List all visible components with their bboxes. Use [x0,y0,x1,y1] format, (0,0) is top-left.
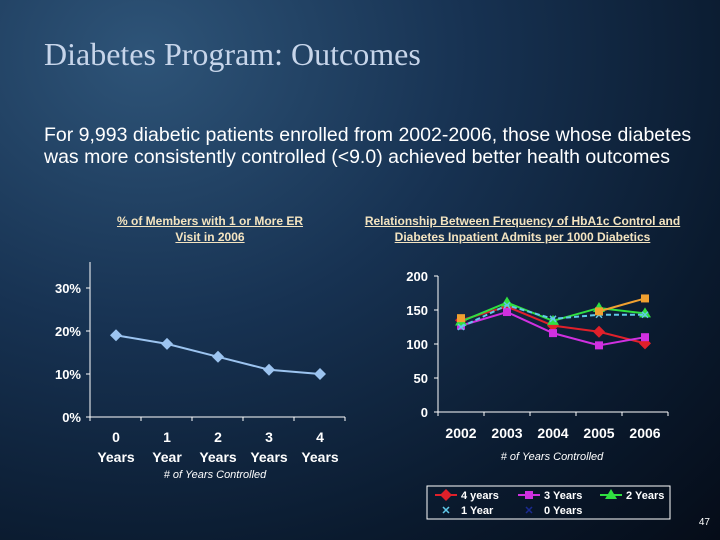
data-point-3-years [595,341,603,350]
right-x-tick-label: 2002 [445,425,476,441]
slide-title: Diabetes Program: Outcomes [44,36,421,72]
left-x-tick-label: Year [152,449,182,465]
right-x-axis-label: # of Years Controlled [501,451,604,463]
left-x-tick-label: Years [97,449,135,465]
data-point-3-years [503,308,511,317]
legend-label: 4 years [461,490,499,502]
right-x-tick-label: 2003 [491,425,522,441]
data-point-3-years [457,321,465,330]
data-point-0-years [595,307,603,316]
data-point-1-year [641,311,649,319]
left-x-axis-label: # of Years Controlled [164,469,267,481]
left-x-tick-label: 3 [265,429,273,445]
left-data-point [161,337,173,350]
series-line-0-years [598,297,646,313]
left-x-tick-label: 2 [214,429,222,445]
left-x-tick-label: Years [301,449,339,465]
left-y-tick-label: 10% [55,367,81,382]
data-point-0-years [641,294,649,303]
left-x-tick-label: 0 [112,429,120,445]
data-point-2-years [501,296,513,307]
right-y-tick-label: 200 [406,269,428,284]
left-data-point [212,350,224,363]
right-y-tick-label: 150 [406,303,428,318]
right-x-tick-label: 2005 [583,425,614,441]
legend-marker [525,506,533,514]
data-point-3-years [641,333,649,342]
right-chart-title: Relationship Between Frequency of HbA1c … [364,214,681,244]
data-point-1-year [457,323,465,331]
left-y-tick-label: 20% [55,324,81,339]
legend-label: 1 Year [461,505,494,517]
data-point-1-year [503,301,511,309]
legend-label: 3 Years [544,490,582,502]
left-data-point [263,363,275,376]
data-point-3-years [549,329,557,338]
left-x-tick-label: Years [199,449,237,465]
legend-marker [605,489,617,499]
right-x-tick-label: 2006 [629,425,660,441]
left-y-tick-label: 0% [62,410,81,425]
left-x-tick-label: Years [250,449,288,465]
right-y-tick-label: 50 [414,371,428,386]
left-data-point [110,329,122,342]
left-x-tick-label: 4 [316,429,324,445]
data-point-4-years [593,325,605,338]
legend-label: 0 Years [544,505,582,517]
data-point-0-years [457,314,465,323]
left-x-tick-label: 1 [163,429,171,445]
legend-box [426,485,671,520]
legend-marker [525,491,533,499]
legend-marker [442,506,450,514]
left-data-point [314,368,326,380]
legend-label: 2 Years [626,490,664,502]
data-point-1-year [549,315,557,323]
page-number: 47 [698,517,710,528]
right-y-tick-label: 100 [406,337,428,352]
slide-body-text: For 9,993 diabetic patients enrolled fro… [44,124,692,168]
right-x-tick-label: 2004 [537,425,568,441]
left-chart-title: % of Members with 1 or More ER Visit in … [116,214,304,244]
left-y-tick-label: 30% [55,281,81,296]
legend-marker [440,489,452,501]
right-y-tick-label: 0 [421,405,428,420]
